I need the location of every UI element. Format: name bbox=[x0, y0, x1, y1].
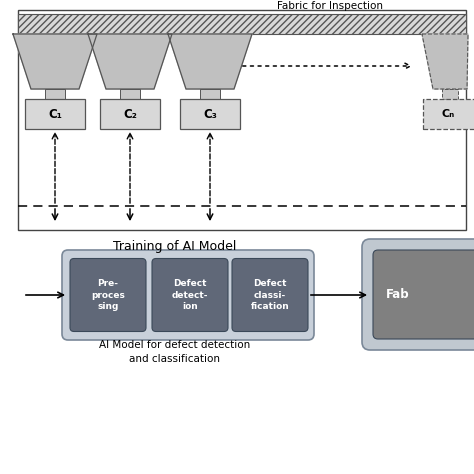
Bar bbox=[442, 89, 458, 99]
Bar bbox=[18, 14, 466, 34]
FancyBboxPatch shape bbox=[362, 239, 474, 350]
Polygon shape bbox=[13, 34, 97, 89]
FancyBboxPatch shape bbox=[373, 250, 474, 339]
FancyBboxPatch shape bbox=[152, 258, 228, 331]
Text: Training of AI Model: Training of AI Model bbox=[113, 239, 237, 253]
Text: Defect
classi-
fication: Defect classi- fication bbox=[251, 279, 289, 310]
Bar bbox=[18, 10, 466, 230]
Bar bbox=[25, 99, 85, 129]
Polygon shape bbox=[422, 34, 468, 89]
FancyBboxPatch shape bbox=[62, 250, 314, 340]
Bar bbox=[423, 99, 474, 129]
Bar bbox=[200, 89, 220, 99]
Text: C₁: C₁ bbox=[48, 108, 62, 120]
Text: Defect
detect-
ion: Defect detect- ion bbox=[172, 279, 208, 310]
Text: C₂: C₂ bbox=[123, 108, 137, 120]
Text: Cₙ: Cₙ bbox=[441, 109, 455, 119]
Bar bbox=[180, 99, 240, 129]
Text: Pre-
proces
sing: Pre- proces sing bbox=[91, 279, 125, 310]
Text: AI Model for defect detection
and classification: AI Model for defect detection and classi… bbox=[100, 340, 251, 364]
Text: C₃: C₃ bbox=[203, 108, 217, 120]
Bar bbox=[45, 89, 65, 99]
Polygon shape bbox=[88, 34, 172, 89]
Text: Fab: Fab bbox=[386, 288, 410, 301]
Polygon shape bbox=[168, 34, 252, 89]
Bar bbox=[100, 99, 160, 129]
FancyBboxPatch shape bbox=[70, 258, 146, 331]
Bar bbox=[120, 89, 140, 99]
FancyBboxPatch shape bbox=[232, 258, 308, 331]
Text: Fabric for Inspection: Fabric for Inspection bbox=[277, 1, 383, 11]
